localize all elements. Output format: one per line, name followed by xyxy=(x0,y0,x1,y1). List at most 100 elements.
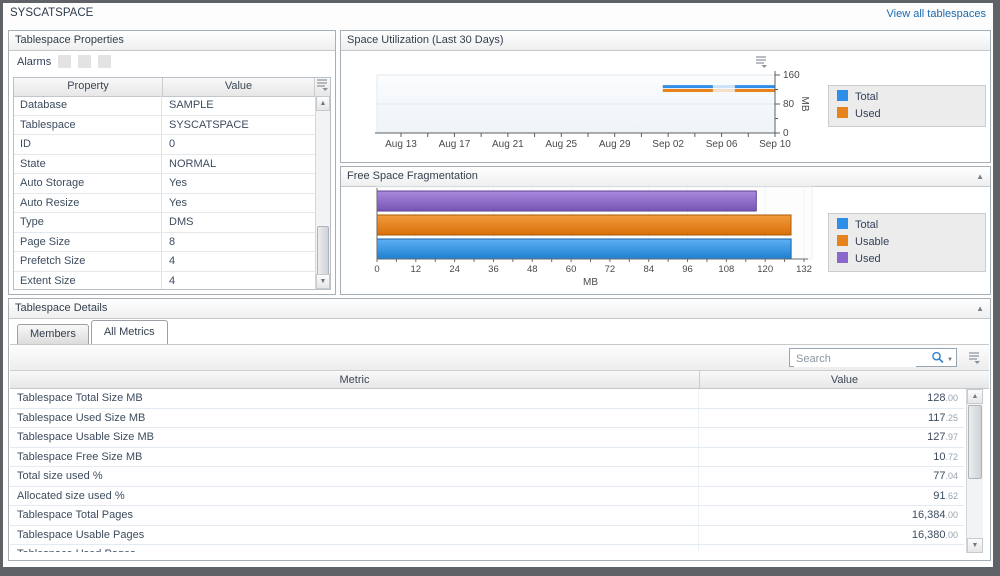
property-row[interactable]: Auto Storage Yes xyxy=(14,174,315,194)
alarms-row: Alarms xyxy=(17,54,112,72)
svg-text:96: 96 xyxy=(682,264,693,275)
table-row[interactable]: Tablespace Total Pages 16,384.00 xyxy=(10,506,964,526)
metric-value-cell: 16,380.00 xyxy=(699,526,964,545)
tab-all-metrics[interactable]: All Metrics xyxy=(90,320,168,344)
value-decimal: .72 xyxy=(945,451,958,462)
legend-swatch xyxy=(837,107,848,118)
property-row[interactable]: Tablespace SYSCATSPACE xyxy=(14,115,315,135)
alarms-label: Alarms xyxy=(17,56,52,68)
fragmentation-header: Free Space Fragmentation ▲ xyxy=(341,167,990,187)
legend-item: Used xyxy=(829,106,985,123)
metric-value-cell: 91.62 xyxy=(699,487,964,506)
view-all-tablespaces-link[interactable]: View all tablespaces xyxy=(886,8,986,20)
scroll-up-button[interactable]: ▲ xyxy=(316,96,330,111)
property-row[interactable]: State NORMAL xyxy=(14,154,315,174)
titlebar: SYSCATSPACE View all tablespaces xyxy=(10,7,988,25)
table-row[interactable]: Tablespace Usable Size MB 127.97 xyxy=(10,428,964,448)
metric-value-cell: 10.72 xyxy=(699,448,964,467)
svg-text:Aug 21: Aug 21 xyxy=(492,139,524,150)
property-name-cell: Extent Size xyxy=(14,271,162,289)
search-icon[interactable]: ▼ xyxy=(931,351,953,370)
collapse-panel-icon[interactable]: ▲ xyxy=(976,172,984,181)
space-utilization-panel: Space Utilization (Last 30 Days) 0 80 160 M… xyxy=(340,30,991,163)
property-row[interactable]: Page Size 8 xyxy=(14,232,315,252)
property-row[interactable]: ID 0 xyxy=(14,135,315,155)
svg-text:0: 0 xyxy=(783,128,789,139)
legend-item: Total xyxy=(829,217,985,234)
svg-text:Aug 25: Aug 25 xyxy=(545,139,577,150)
metric-value-cell: 77.04 xyxy=(699,467,964,486)
scroll-down-button[interactable]: ▼ xyxy=(316,274,330,289)
fragmentation-panel: Free Space Fragmentation ▲ 0 12 24 36 48 60 72… xyxy=(340,166,991,295)
svg-text:72: 72 xyxy=(605,264,616,275)
column-chooser-icon[interactable] xyxy=(968,351,981,369)
column-chooser-icon[interactable] xyxy=(315,78,330,96)
metric-name-cell: Tablespace Used Pages xyxy=(10,545,699,552)
property-name-cell: Tablespace xyxy=(14,115,162,134)
search-options-caret[interactable]: ▼ xyxy=(947,357,953,363)
value-integer: 127 xyxy=(927,431,946,443)
svg-text:60: 60 xyxy=(566,264,577,275)
value-column-header[interactable]: Value xyxy=(163,78,315,96)
property-name-cell: Type xyxy=(14,213,162,232)
properties-panel-title: Tablespace Properties xyxy=(15,34,124,46)
property-name-cell: State xyxy=(14,154,162,173)
metric-name-cell: Allocated size used % xyxy=(10,486,699,505)
table-row[interactable]: Tablespace Free Size MB 10.72 xyxy=(10,447,964,467)
table-row[interactable]: Allocated size used % 91.62 xyxy=(10,486,964,506)
scrollbar-thumb[interactable] xyxy=(317,226,329,278)
value-integer: 16,380 xyxy=(911,528,946,541)
value-column-header[interactable]: Value xyxy=(830,374,859,386)
details-panel-header: Tablespace Details ▲ xyxy=(9,299,990,319)
svg-text:84: 84 xyxy=(643,264,654,275)
property-row[interactable]: Type DMS xyxy=(14,213,315,233)
table-row[interactable]: Tablespace Used Size MB 117.25 xyxy=(10,408,964,428)
property-row[interactable]: Prefetch Size 4 xyxy=(14,252,315,272)
svg-text:Aug 29: Aug 29 xyxy=(599,139,631,150)
value-integer: 77 xyxy=(933,470,946,482)
alarm-indicator xyxy=(98,54,112,68)
tab-members[interactable]: Members xyxy=(17,324,89,344)
properties-scrollbar[interactable]: ▲ ▼ xyxy=(315,96,330,289)
property-name-cell: ID xyxy=(14,135,162,154)
svg-text:120: 120 xyxy=(757,264,773,275)
table-row[interactable]: Tablespace Total Size MB 128.00 xyxy=(10,389,964,409)
space-utilization-title: Space Utilization (Last 30 Days) xyxy=(347,34,504,46)
scrollbar-thumb[interactable] xyxy=(968,405,982,479)
fragmentation-legend: Total Usable Used xyxy=(828,213,986,272)
metric-name-cell: Tablespace Usable Pages xyxy=(10,525,699,544)
scroll-up-button[interactable]: ▲ xyxy=(967,389,983,404)
svg-text:Sep 10: Sep 10 xyxy=(759,139,791,150)
scroll-down-button[interactable]: ▼ xyxy=(967,538,983,553)
table-row[interactable]: Tablespace Usable Pages 16,380.00 xyxy=(10,525,964,545)
fragmentation-chart-area: 0 12 24 36 48 60 72 84 96 108 120 132 MB xyxy=(341,186,990,294)
property-row[interactable]: Extent Size 4 xyxy=(14,271,315,289)
property-row[interactable]: Auto Resize Yes xyxy=(14,193,315,213)
svg-text:MB: MB xyxy=(799,97,810,112)
property-column-header[interactable]: Property xyxy=(14,78,163,96)
svg-text:48: 48 xyxy=(527,264,538,275)
search-input[interactable] xyxy=(794,350,916,367)
svg-text:Sep 02: Sep 02 xyxy=(652,139,684,150)
metric-column-header[interactable]: Metric xyxy=(10,371,700,388)
svg-text:Aug 17: Aug 17 xyxy=(439,139,471,150)
property-value-cell: NORMAL xyxy=(169,157,217,170)
chart-menu-icon[interactable] xyxy=(755,55,768,73)
property-value-cell: 4 xyxy=(169,255,176,267)
property-value-cell: SYSCATSPACE xyxy=(169,118,249,131)
metrics-scrollbar[interactable]: ▲ ▼ xyxy=(966,389,983,553)
value-decimal: .25 xyxy=(945,412,958,423)
metric-value-cell: 16,384.00 xyxy=(699,506,964,525)
value-decimal: .00 xyxy=(945,510,958,520)
details-toolbar: ▼ xyxy=(10,344,989,371)
svg-text:0: 0 xyxy=(374,264,379,275)
svg-text:132: 132 xyxy=(796,264,812,275)
property-row[interactable]: Database SAMPLE xyxy=(14,96,315,116)
collapse-panel-icon[interactable]: ▲ xyxy=(976,304,984,313)
svg-text:160: 160 xyxy=(783,70,800,81)
details-tabs: Members All Metrics xyxy=(17,320,170,344)
table-row[interactable]: Total size used % 77.04 xyxy=(10,467,964,487)
search-box: ▼ xyxy=(789,348,957,367)
space-utilization-chart: 0 80 160 MB Aug 13 Aug 17 Aug 21 Aug 25 Aug 29 Se… xyxy=(375,70,810,150)
